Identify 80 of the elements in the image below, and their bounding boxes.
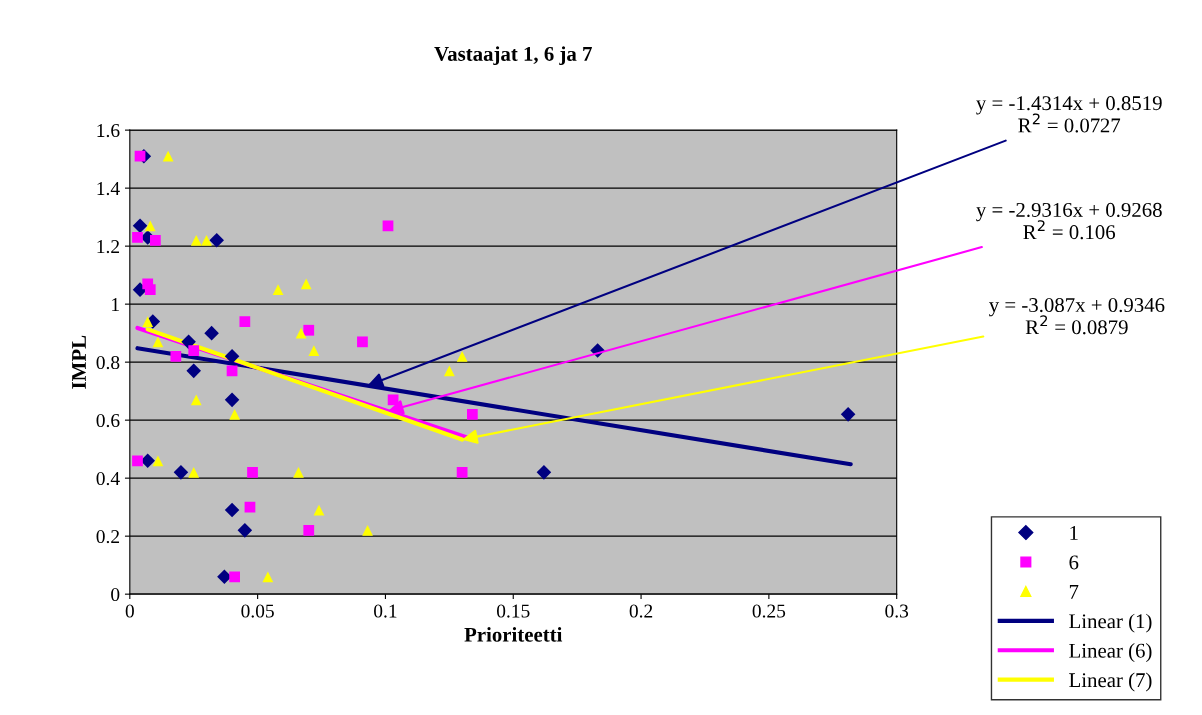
y-tick-label: 0 [111, 587, 120, 602]
point [247, 466, 258, 478]
annotation: y = -3.087x + 0.9346 R$^{2}$ = 0.0879 [989, 297, 1165, 335]
y-tick-label: 1 [112, 298, 119, 311]
point [181, 334, 196, 350]
point [152, 336, 164, 348]
point [224, 392, 240, 408]
point [150, 234, 161, 246]
point [239, 316, 251, 327]
point [300, 278, 312, 290]
chart-title: Vastaajat 1, 6 ja 7 [434, 46, 592, 66]
point [132, 232, 143, 243]
point [272, 284, 284, 296]
point [224, 349, 240, 364]
point [152, 455, 164, 467]
point [387, 394, 399, 406]
point [209, 233, 225, 248]
legend-label: Linear (7) [1069, 672, 1152, 692]
point [244, 501, 256, 513]
point [840, 407, 856, 422]
point [188, 466, 200, 478]
y-tick-label: 0.6 [96, 413, 120, 428]
point [295, 327, 307, 339]
point [140, 453, 155, 469]
annotation: y = -1.4314x + 0.8519 R$^{2}$ = 0.0727 [976, 96, 1162, 133]
point [170, 350, 182, 362]
y-tick-label: 0.8 [96, 355, 120, 370]
point [190, 394, 202, 406]
point [362, 524, 373, 536]
point [144, 220, 156, 232]
point [536, 465, 552, 480]
point [456, 466, 468, 478]
y-axis-title: IMPL [72, 335, 86, 389]
point [357, 336, 368, 348]
point [456, 350, 468, 362]
x-tick-label: 0 [125, 604, 134, 618]
x-tick-label: 0.3 [885, 604, 909, 618]
point [134, 150, 146, 162]
y-tick-label: 1.2 [97, 240, 120, 254]
point [144, 284, 156, 296]
legend-label: Linear (1) [1069, 613, 1152, 633]
point [229, 571, 240, 583]
y-tick-label: 1.4 [97, 182, 120, 196]
point [229, 408, 240, 420]
x-axis-title: Prioriteetti [464, 627, 563, 642]
point [142, 316, 154, 327]
x-tick-label: 0.2 [629, 604, 653, 618]
point [201, 234, 212, 246]
x-tick-label: 0.25 [752, 604, 786, 618]
point [224, 502, 240, 518]
point [466, 408, 478, 420]
point [237, 523, 253, 538]
y-tick-label: 0.4 [96, 471, 120, 486]
point [162, 150, 174, 162]
annotation: y = -2.9316x + 0.9268 R$^{2}$ = 0.106 [976, 202, 1162, 240]
point [186, 363, 202, 379]
point [204, 325, 219, 341]
point [132, 218, 148, 234]
x-tick-label: 0.05 [241, 604, 274, 618]
legend-label: Linear (6) [1069, 643, 1152, 662]
point [308, 345, 320, 356]
x-tick-label: 0.1 [374, 604, 397, 618]
point [226, 365, 238, 377]
point [382, 220, 394, 232]
point [173, 465, 189, 480]
point [303, 524, 315, 536]
y-tick-label: 1.6 [97, 124, 120, 138]
y-tick-label: 0.2 [96, 529, 120, 544]
legend-label: 1 [1070, 526, 1078, 540]
legend-label: 7 [1069, 585, 1079, 599]
point [293, 466, 304, 478]
point [303, 324, 315, 336]
point [262, 571, 274, 583]
point [132, 455, 143, 467]
point [443, 365, 455, 377]
point [188, 345, 200, 356]
legend-label: 6 [1069, 555, 1079, 570]
x-tick-label: 0.15 [496, 604, 530, 618]
point [217, 569, 232, 585]
point [190, 234, 202, 246]
